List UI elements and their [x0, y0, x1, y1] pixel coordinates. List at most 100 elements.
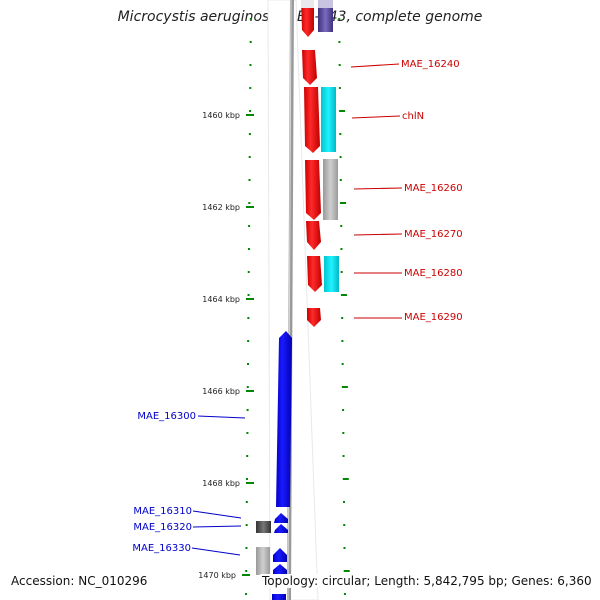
feature-block-cyan[interactable]	[324, 256, 339, 292]
map-title: Microcystis aeruginosa NIES-843, complet…	[117, 9, 483, 25]
tick-dot	[342, 409, 345, 411]
gene-arrow-forward[interactable]	[301, 0, 314, 37]
gene-arrow-forward[interactable]	[302, 50, 317, 85]
reverse-genes	[256, 331, 292, 600]
tick-dot	[342, 432, 345, 434]
tick-dot	[246, 432, 249, 434]
gene-label[interactable]: MAE_16320	[133, 522, 192, 533]
gene-arrow-forward[interactable]	[305, 160, 321, 220]
kbp-tick-label: 1468 kbp	[202, 479, 240, 488]
leader-line	[192, 525, 242, 528]
tick-dot	[343, 524, 346, 526]
tick-dot	[248, 202, 251, 204]
tick-dot	[340, 225, 343, 227]
gene-arrow-forward[interactable]	[307, 256, 322, 292]
tick-dot	[248, 225, 251, 227]
tick-dot	[248, 179, 251, 181]
accession-text: Accession: NC_010296	[9, 574, 150, 588]
tick-dot	[343, 570, 350, 572]
gene-arrow-forward[interactable]	[307, 308, 321, 327]
leader-line	[350, 63, 400, 68]
tick-dot	[338, 87, 341, 89]
gene-label[interactable]: MAE_16280	[404, 268, 463, 279]
kbp-tick-label: 1466 kbp	[202, 387, 240, 396]
tick-dot	[248, 133, 251, 135]
tick-dot	[247, 317, 250, 319]
tick-dot	[341, 386, 348, 388]
leader-line	[353, 187, 403, 190]
tick-dot	[340, 202, 347, 204]
tick-dots	[245, 18, 350, 595]
tick-dot	[340, 294, 347, 296]
gene-arrow-reverse[interactable]	[273, 564, 287, 574]
gene-label[interactable]: MAE_16270	[404, 229, 463, 240]
feature-block-cyan[interactable]	[321, 87, 336, 152]
feature-block-gray[interactable]	[323, 159, 338, 220]
tick-dot	[246, 478, 249, 480]
tick-dot	[341, 340, 344, 342]
tick-dot	[246, 386, 249, 388]
kbp-tick-label: 1470 kbp	[198, 571, 236, 580]
tick-dot	[338, 64, 341, 66]
gene-label[interactable]: MAE_16300	[137, 411, 196, 422]
gene-labels: MAE_16240 chlN MAE_16260 MAE_16270 MAE_1…	[132, 59, 462, 554]
label-leaders	[191, 63, 403, 556]
gene-label[interactable]: MAE_16330	[132, 543, 191, 554]
tick-dot	[245, 501, 248, 503]
feature-block-dark[interactable]	[256, 521, 271, 533]
kbp-tick-label: 1464 kbp	[202, 295, 240, 304]
feature-block-white[interactable]	[301, 0, 314, 8]
gene-label[interactable]: MAE_16310	[133, 506, 192, 517]
tick-dot	[339, 110, 346, 112]
gene-arrow-reverse[interactable]	[274, 513, 288, 523]
tick-dot	[245, 570, 248, 572]
tick-dot	[338, 41, 341, 43]
kbp-tick-label: 1460 kbp	[202, 111, 240, 120]
tick-dot	[338, 18, 341, 20]
tick-dot	[245, 593, 248, 595]
tick-dot	[247, 340, 250, 342]
backbone-line-highlight	[287, 0, 292, 600]
gene-arrow-reverse[interactable]	[272, 594, 286, 600]
tick-dot	[339, 179, 342, 181]
gene-arrow-reverse[interactable]	[276, 331, 292, 507]
genome-summary-text: Topology: circular; Length: 5,842,795 bp…	[260, 574, 594, 588]
backbone-line	[287, 0, 294, 600]
tick-dot	[249, 41, 252, 43]
gene-label[interactable]: MAE_16240	[401, 59, 460, 70]
gene-arrow-forward[interactable]	[304, 87, 320, 153]
tick-dot	[340, 271, 343, 273]
tick-dot	[247, 294, 250, 296]
kbp-tick-label: 1462 kbp	[202, 203, 240, 212]
tick-dot	[246, 455, 249, 457]
feature-blocks	[301, 0, 339, 292]
tick-dot	[246, 363, 249, 365]
tick-dot	[249, 18, 252, 20]
gene-label[interactable]: chlN	[402, 111, 424, 122]
forward-genes	[301, 0, 322, 327]
tick-dot	[342, 455, 345, 457]
leader-line	[353, 233, 403, 236]
gene-label[interactable]: MAE_16260	[404, 183, 463, 194]
tick-dot	[248, 156, 251, 158]
gene-arrow-reverse[interactable]	[273, 548, 287, 562]
tick-dot	[343, 593, 346, 595]
feature-block-gray[interactable]	[256, 547, 270, 575]
tick-dot	[343, 501, 346, 503]
tick-dot	[339, 133, 342, 135]
leader-line	[191, 547, 241, 556]
gene-label[interactable]: MAE_16290	[404, 312, 463, 323]
tick-dot	[343, 547, 346, 549]
tick-dot	[247, 271, 250, 273]
tick-dot	[247, 248, 250, 250]
leader-line	[197, 415, 246, 419]
tick-dot	[341, 363, 344, 365]
gene-arrow-reverse[interactable]	[274, 524, 288, 533]
tick-dot	[249, 87, 252, 89]
tick-dot	[342, 478, 349, 480]
feature-block-lavender[interactable]	[318, 0, 333, 8]
gene-arrow-forward[interactable]	[306, 221, 321, 250]
tick-dot	[340, 248, 343, 250]
leader-line	[351, 115, 401, 119]
